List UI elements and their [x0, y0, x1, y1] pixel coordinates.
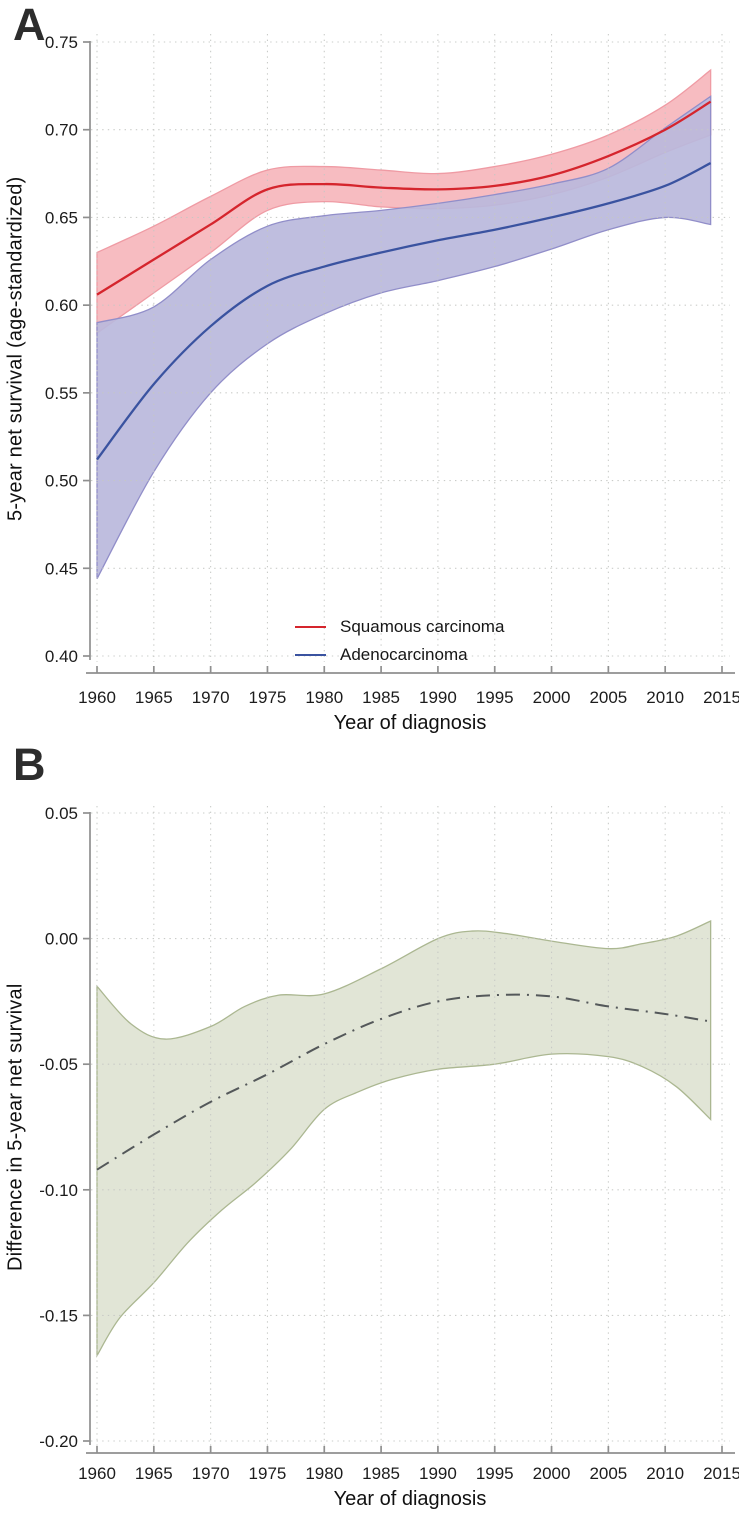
x-tick-label: 2010: [646, 1464, 684, 1483]
adenocarcinoma-line-swatch: [295, 654, 326, 656]
y-tick-label: -0.05: [39, 1055, 78, 1074]
bands-layer: [96, 920, 712, 1358]
x-tick-label: 1990: [419, 688, 457, 707]
x-tick-label: 2000: [533, 688, 571, 707]
x-tick-label: 1985: [362, 1464, 400, 1483]
panel-a-y-axis-title: 5-year net survival (age-standardized): [4, 176, 27, 522]
series-line: [96, 162, 712, 461]
x-tick-label: 1985: [362, 688, 400, 707]
y-tick-label: 0.40: [45, 647, 78, 666]
x-tick-label: 1960: [78, 1464, 116, 1483]
x-tick-label: 1970: [192, 688, 230, 707]
y-tick-label: 0.55: [45, 384, 78, 403]
x-tick-label: 1980: [305, 1464, 343, 1483]
panel-a: A 0.75 0.70 0.65 0.60 0.55 0.50 0.45 0.40 1960 19…: [0, 0, 739, 740]
x-tick-label: 1980: [305, 688, 343, 707]
series-layer: [96, 993, 711, 1171]
x-tick-label: 2015: [703, 1464, 739, 1483]
y-tick-label: 0.75: [45, 33, 78, 52]
legend-label-adenocarcinoma: Adenocarcinoma: [340, 645, 468, 664]
series-layer: [96, 100, 712, 461]
y-tick-label: 0.00: [45, 930, 78, 949]
panel-b-label: B: [13, 739, 46, 790]
panel-a-x-axis-title: Year of diagnosis: [333, 712, 487, 734]
x-tick-label: 1960: [78, 688, 116, 707]
bands-layer: [96, 68, 712, 580]
axes-layer: 0.75 0.70 0.65 0.60 0.55 0.50 0.45 0.40 1960 1965…: [45, 33, 739, 707]
x-tick-label: 2005: [589, 1464, 627, 1483]
x-tick-label: 1965: [135, 688, 173, 707]
y-tick-label: 0.50: [45, 472, 78, 491]
confidence-band: [96, 95, 712, 580]
panel-b-x-axis-title: Year of diagnosis: [333, 1488, 487, 1510]
confidence-band: [96, 920, 712, 1358]
legend-label-squamous: Squamous carcinoma: [340, 617, 505, 636]
grid-layer: [91, 806, 730, 1447]
y-tick-label: -0.20: [39, 1432, 78, 1451]
x-tick-label: 1975: [249, 688, 287, 707]
legend-item-squamous: Squamous carcinoma: [295, 613, 504, 641]
y-tick-label: -0.10: [39, 1181, 78, 1200]
y-tick-label: 0.65: [45, 208, 78, 227]
panel-a-label: A: [13, 0, 46, 50]
squamous-line-swatch: [295, 626, 326, 628]
x-tick-label: 1965: [135, 1464, 173, 1483]
panel-b: B 0.05 0.00 -0.05 -0.10 -0.15 -0.20 1960 1965 19…: [0, 740, 739, 1516]
y-tick-label: 0.45: [45, 559, 78, 578]
x-tick-label: 2010: [646, 688, 684, 707]
legend-item-adenocarcinoma: Adenocarcinoma: [295, 641, 504, 669]
x-tick-label: 2005: [589, 688, 627, 707]
legend: Squamous carcinoma Adenocarcinoma: [295, 613, 504, 669]
grid-layer: [91, 34, 730, 662]
series-line: [96, 100, 712, 296]
series-line: [96, 993, 711, 1171]
y-tick-label: 0.70: [45, 121, 78, 140]
x-tick-label: 1995: [476, 688, 514, 707]
y-tick-label: 0.60: [45, 296, 78, 315]
x-tick-label: 2000: [533, 1464, 571, 1483]
x-tick-label: 1975: [249, 1464, 287, 1483]
panel-b-y-axis-title: Difference in 5-year net survival: [4, 983, 27, 1271]
x-tick-label: 1995: [476, 1464, 514, 1483]
x-tick-label: 2015: [703, 688, 739, 707]
y-tick-label: 0.05: [45, 804, 78, 823]
panel-a-chart: 0.75 0.70 0.65 0.60 0.55 0.50 0.45 0.40 1960 1965…: [45, 33, 739, 707]
x-tick-label: 1990: [419, 1464, 457, 1483]
x-tick-label: 1970: [192, 1464, 230, 1483]
y-tick-label: -0.15: [39, 1306, 78, 1325]
